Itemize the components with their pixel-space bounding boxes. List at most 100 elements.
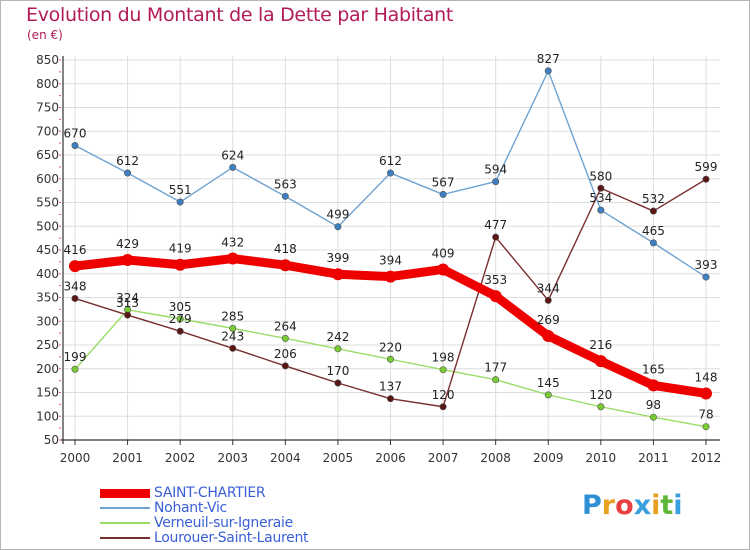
data-point-saint-chartier <box>279 259 292 272</box>
data-point-saint-chartier <box>647 379 660 392</box>
data-point-lourouer-saint-laurent <box>544 296 552 304</box>
data-point-verneuil-sur-igneraie <box>649 413 657 421</box>
data-label-verneuil-sur-igneraie: 198 <box>432 351 455 365</box>
plot-area <box>63 56 720 440</box>
data-point-nohant-vic <box>649 239 657 247</box>
data-point-saint-chartier <box>437 263 450 276</box>
y-tick-label: 250 <box>36 338 59 352</box>
data-point-nohant-vic <box>281 192 289 200</box>
y-tick-label: 150 <box>36 386 59 400</box>
x-tick-label: 2001 <box>112 451 143 465</box>
data-label-verneuil-sur-igneraie: 305 <box>169 300 192 314</box>
data-point-saint-chartier <box>489 290 502 303</box>
data-label-lourouer-saint-laurent: 532 <box>642 192 665 206</box>
data-label-lourouer-saint-laurent: 580 <box>589 169 612 183</box>
data-point-lourouer-saint-laurent <box>386 395 394 403</box>
y-tick-label: 750 <box>36 101 59 115</box>
data-label-saint-chartier: 394 <box>379 254 402 268</box>
x-tick-label: 2002 <box>165 451 196 465</box>
data-label-lourouer-saint-laurent: 344 <box>537 281 560 295</box>
data-label-verneuil-sur-igneraie: 242 <box>326 330 349 344</box>
data-point-verneuil-sur-igneraie <box>702 423 710 431</box>
y-tick-label: 450 <box>36 243 59 257</box>
data-label-nohant-vic: 534 <box>589 191 612 205</box>
data-point-lourouer-saint-laurent <box>281 362 289 370</box>
data-point-verneuil-sur-igneraie <box>439 366 447 374</box>
data-point-lourouer-saint-laurent <box>597 184 605 192</box>
legend-swatch <box>100 507 150 509</box>
data-label-nohant-vic: 624 <box>221 148 244 162</box>
y-tick-label: 350 <box>36 291 59 305</box>
data-label-saint-chartier: 399 <box>326 251 349 265</box>
y-tick-label: 700 <box>36 124 59 138</box>
data-point-saint-chartier <box>226 252 239 265</box>
data-label-nohant-vic: 594 <box>484 163 507 177</box>
y-tick-label: 400 <box>36 267 59 281</box>
data-label-nohant-vic: 393 <box>695 258 718 272</box>
data-label-saint-chartier: 269 <box>537 313 560 327</box>
data-label-lourouer-saint-laurent: 599 <box>695 160 718 174</box>
legend-label: Nohant-Vic <box>154 500 227 516</box>
data-label-saint-chartier: 353 <box>484 273 507 287</box>
data-point-nohant-vic <box>176 198 184 206</box>
x-tick-label: 2012 <box>691 451 722 465</box>
y-tick-label: 600 <box>36 172 59 186</box>
data-point-saint-chartier <box>121 253 134 266</box>
y-tick-label: 100 <box>36 409 59 423</box>
x-tick-label: 2005 <box>323 451 354 465</box>
data-point-lourouer-saint-laurent <box>71 294 79 302</box>
data-point-nohant-vic <box>544 67 552 75</box>
data-point-lourouer-saint-laurent <box>124 311 132 319</box>
data-point-saint-chartier <box>69 260 81 273</box>
data-label-saint-chartier: 419 <box>169 242 192 256</box>
data-point-verneuil-sur-igneraie <box>386 355 394 363</box>
data-label-saint-chartier: 165 <box>642 362 665 376</box>
data-point-saint-chartier <box>542 329 555 342</box>
data-label-lourouer-saint-laurent: 206 <box>274 347 297 361</box>
data-label-lourouer-saint-laurent: 170 <box>326 364 349 378</box>
data-point-nohant-vic <box>71 142 79 150</box>
y-tick-label: 300 <box>36 314 59 328</box>
data-label-lourouer-saint-laurent: 279 <box>169 312 192 326</box>
data-point-nohant-vic <box>597 206 605 214</box>
data-point-verneuil-sur-igneraie <box>492 376 500 384</box>
data-point-verneuil-sur-igneraie <box>71 365 79 373</box>
data-point-nohant-vic <box>439 190 447 198</box>
legend-label: SAINT-CHARTIER <box>154 485 266 501</box>
x-tick-label: 2008 <box>480 451 511 465</box>
data-label-nohant-vic: 551 <box>169 183 192 197</box>
chart-title: Evolution du Montant de la Dette par Hab… <box>26 4 454 26</box>
y-tick-label: 650 <box>36 148 59 162</box>
data-label-verneuil-sur-igneraie: 145 <box>537 376 560 390</box>
unit-label: (en €) <box>27 28 63 42</box>
data-point-lourouer-saint-laurent <box>439 403 447 411</box>
x-tick-label: 2007 <box>428 451 459 465</box>
legend-swatch <box>100 488 150 498</box>
data-point-saint-chartier <box>331 268 344 281</box>
data-label-lourouer-saint-laurent: 120 <box>432 388 455 402</box>
data-label-saint-chartier: 416 <box>64 243 87 257</box>
data-label-saint-chartier: 432 <box>221 236 244 250</box>
data-point-saint-chartier <box>594 355 607 368</box>
x-tick-label: 2011 <box>638 451 669 465</box>
data-label-nohant-vic: 612 <box>116 154 139 168</box>
legend-swatch <box>100 522 150 524</box>
data-label-verneuil-sur-igneraie: 78 <box>698 408 713 422</box>
data-point-nohant-vic <box>386 169 394 177</box>
data-label-lourouer-saint-laurent: 348 <box>64 279 87 293</box>
data-label-lourouer-saint-laurent: 477 <box>484 218 507 232</box>
y-tick-label: 200 <box>36 362 59 376</box>
data-point-lourouer-saint-laurent <box>334 379 342 387</box>
data-point-saint-chartier <box>700 387 712 400</box>
data-point-nohant-vic <box>702 273 710 281</box>
legend-swatch <box>100 537 150 539</box>
data-label-verneuil-sur-igneraie: 120 <box>589 388 612 402</box>
x-tick-label: 2009 <box>533 451 564 465</box>
data-label-verneuil-sur-igneraie: 98 <box>646 398 661 412</box>
y-tick-label: 550 <box>36 196 59 210</box>
data-label-saint-chartier: 409 <box>432 246 455 260</box>
data-label-verneuil-sur-igneraie: 177 <box>484 361 507 375</box>
data-label-verneuil-sur-igneraie: 220 <box>379 340 402 354</box>
data-label-nohant-vic: 499 <box>326 208 349 222</box>
data-point-nohant-vic <box>229 163 237 171</box>
